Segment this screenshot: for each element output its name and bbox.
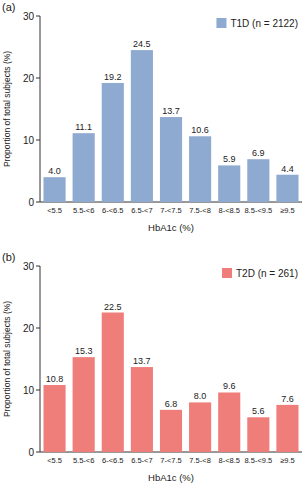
y-tick-label: 10 <box>23 135 35 146</box>
x-axis-label: HbA1c (%) <box>148 472 194 483</box>
bar <box>218 165 240 202</box>
x-tick-label: 7-<7.5 <box>160 456 181 465</box>
panel-label: (b) <box>2 251 15 263</box>
panel-label: (a) <box>2 1 15 13</box>
data-label: 22.5 <box>104 302 122 312</box>
y-tick <box>36 202 40 203</box>
data-label: 7.6 <box>281 394 294 404</box>
data-label: 10.6 <box>191 125 209 135</box>
bar <box>218 392 240 452</box>
y-tick <box>36 16 40 17</box>
y-tick <box>36 266 40 267</box>
bar <box>276 405 298 452</box>
bar <box>247 159 269 202</box>
y-axis-label: Proportion of total subjects (%) <box>2 51 12 167</box>
y-axis-label: Proportion of total subjects (%) <box>2 301 12 417</box>
bar <box>43 385 65 452</box>
x-tick-label: 8.5-<9.5 <box>244 206 272 215</box>
data-label: 5.9 <box>223 154 236 164</box>
data-label: 10.8 <box>46 374 64 384</box>
y-axis <box>40 266 41 452</box>
x-tick-label: 7-<7.5 <box>160 206 181 215</box>
data-label: 9.6 <box>223 381 236 391</box>
y-tick-label: 0 <box>28 447 34 458</box>
legend-label: T1D (n = 2122) <box>230 18 298 29</box>
panel: (a) Proportion of total subjects (%) 0 10 20… <box>2 1 302 233</box>
y-axis <box>40 16 41 202</box>
data-label: 4.0 <box>48 166 61 176</box>
data-label: 15.3 <box>75 346 93 356</box>
bar <box>102 83 124 202</box>
panel: (b) Proportion of total subjects (%) 0 10 20… <box>2 251 302 483</box>
bar <box>247 417 269 452</box>
x-tick-label: <5.5 <box>47 206 62 215</box>
data-label: 4.4 <box>281 164 294 174</box>
data-label: 6.9 <box>252 148 265 158</box>
bar <box>102 313 124 453</box>
x-tick-label: 6-<6.5 <box>102 456 123 465</box>
x-tick-label: <5.5 <box>47 456 62 465</box>
x-axis-label: HbA1c (%) <box>148 222 194 233</box>
x-tick-label: 5.5-<6 <box>73 206 94 215</box>
x-tick-label: 7.5-<8 <box>189 206 210 215</box>
y-tick-label: 10 <box>23 385 35 396</box>
x-tick-label: 8.5-<9.5 <box>244 456 272 465</box>
y-tick-label: 20 <box>23 73 35 84</box>
data-label: 13.7 <box>133 356 151 366</box>
y-tick-label: 30 <box>23 11 35 22</box>
bar <box>131 50 153 202</box>
x-tick-label: 6.5-<7 <box>131 206 152 215</box>
x-tick-label: 6.5-<7 <box>131 456 152 465</box>
x-tick-label: 5.5-<6 <box>73 456 94 465</box>
data-label: 11.1 <box>75 122 92 132</box>
bars <box>43 313 298 453</box>
bars <box>43 50 298 202</box>
y-tick <box>36 390 40 391</box>
legend-swatch <box>216 18 226 28</box>
y-tick-label: 0 <box>28 197 34 208</box>
y-tick-label: 30 <box>23 261 35 272</box>
bar <box>276 175 298 202</box>
bar <box>160 117 182 202</box>
x-tick-label: 6-<6.5 <box>102 206 123 215</box>
bar <box>73 357 95 452</box>
y-tick-label: 20 <box>23 323 35 334</box>
x-tick-label: 8-<8.5 <box>218 456 239 465</box>
legend-swatch <box>222 268 232 278</box>
y-tick <box>36 452 40 453</box>
data-label: 5.6 <box>252 406 265 416</box>
x-tick-label: 7.5-<8 <box>189 456 210 465</box>
data-label: 24.5 <box>133 39 151 49</box>
data-label: 13.7 <box>162 106 180 116</box>
data-label: 8.0 <box>194 391 207 401</box>
data-label: 19.2 <box>104 72 122 82</box>
x-tick-label: 8-<8.5 <box>218 206 239 215</box>
x-tick-label: ≥9.5 <box>280 206 295 215</box>
bar <box>43 177 65 202</box>
figure: (a) Proportion of total subjects (%) 0 10 20… <box>0 0 308 500</box>
bar <box>189 402 211 452</box>
bar <box>189 136 211 202</box>
x-tick-label: ≥9.5 <box>280 456 295 465</box>
bar <box>160 410 182 452</box>
bar <box>131 367 153 452</box>
y-tick <box>36 140 40 141</box>
y-tick <box>36 78 40 79</box>
legend-label: T2D (n = 261) <box>236 268 298 279</box>
y-tick <box>36 328 40 329</box>
bar <box>73 133 95 202</box>
data-label: 6.8 <box>165 399 178 409</box>
